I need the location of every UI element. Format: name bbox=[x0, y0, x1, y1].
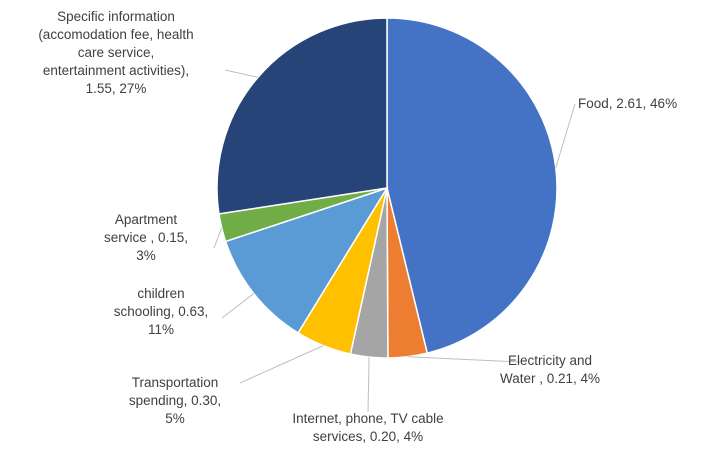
label-specific-information: Specific information (accomodation fee, … bbox=[38, 9, 194, 96]
leader-line-2 bbox=[367, 357, 370, 413]
leader-line-4 bbox=[221, 293, 255, 319]
label-food: Food, 2.61, 46% bbox=[578, 96, 678, 111]
pie-slices bbox=[216, 17, 558, 359]
label-transportation: Transportation spending, 0.30, 5% bbox=[128, 375, 222, 426]
label-internet-phone-tv: Internet, phone, TV cable services, 0.20… bbox=[292, 411, 444, 444]
leader-line-3 bbox=[239, 345, 324, 384]
leader-lines bbox=[213, 69, 576, 413]
leader-line-1 bbox=[407, 356, 521, 363]
label-apartment-service: Apartment service , 0.15, 3% bbox=[103, 212, 189, 263]
leader-line-0 bbox=[555, 103, 576, 168]
leader-line-6 bbox=[224, 69, 259, 78]
leader-line-5 bbox=[213, 227, 223, 249]
label-electricity-water: Electricity and Water , 0.21, 4% bbox=[500, 353, 601, 386]
pie-slice-children bbox=[224, 186, 389, 334]
label-children-schooling: children schooling, 0.63, 11% bbox=[113, 286, 209, 337]
pie-slice-specific bbox=[216, 17, 388, 215]
